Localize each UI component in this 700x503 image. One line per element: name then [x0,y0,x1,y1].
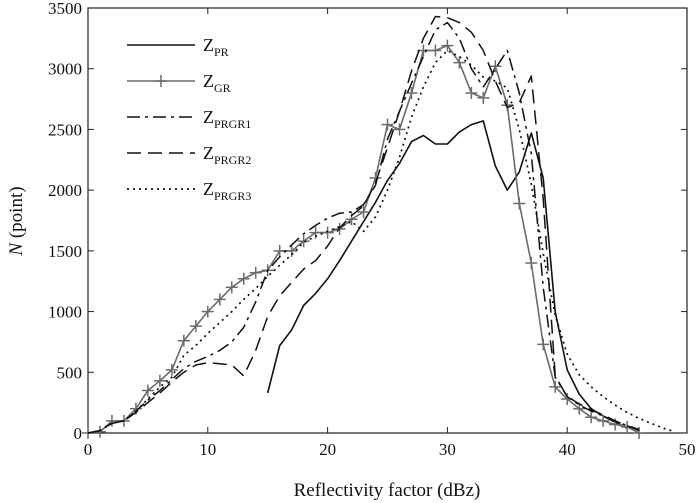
y-tick-label: 3000 [48,60,82,79]
x-tick-label: 30 [439,440,456,459]
data-point-zgr [381,118,394,131]
data-point-zgr [141,384,154,397]
legend-label-base: Z [203,71,214,91]
y-tick-label: 3500 [48,0,82,18]
data-point-zgr [297,235,310,248]
series-line-zprgr1 [87,21,640,434]
y-tick-label: 1500 [48,242,82,261]
data-point-zgr [177,334,190,347]
series-line-zpr [266,120,628,429]
data-point-zgr [357,206,370,218]
legend-label-base: Z [203,35,214,55]
series-layer [82,15,676,439]
legend-label-zprgr2: ZPRGR2 [203,143,251,167]
data-point-zgr [201,305,214,318]
legend-label-zprgr3: ZPRGR3 [203,179,251,203]
data-point-zgr [165,363,178,376]
data-point-zgr [441,39,454,52]
legend-label-zgr: ZGR [203,71,231,95]
data-point-zgr [273,244,286,257]
x-tick-label: 0 [84,440,93,459]
data-point-zgr [477,91,490,104]
y-tick-label: 0 [74,424,83,443]
legend-label-sub: GR [214,81,231,95]
data-point-zgr [549,380,562,393]
series-line-zgr [87,44,640,434]
x-tick-label: 40 [559,440,576,459]
legend-label-zpr: ZPR [203,35,229,59]
data-point-zgr [153,374,166,387]
data-point-zgr [237,272,250,285]
legend-label-base: Z [203,143,214,163]
legend-label-sub: PRGR2 [214,153,251,167]
x-tick-label: 20 [319,440,336,459]
y-tick-label: 2500 [48,120,82,139]
data-point-zgr [501,99,514,112]
data-point-zgr [405,87,418,99]
data-point-zgr [213,293,226,306]
data-point-zgr [225,281,238,294]
data-point-zgr [537,338,550,351]
data-point-zgr [453,56,466,69]
data-point-zgr [393,123,406,136]
data-point-zgr [249,266,262,279]
data-point-zgr [105,414,118,427]
y-axis-label: N (point) [6,186,27,256]
data-point-zgr [189,320,202,333]
legend-label-sub: PRGR1 [214,117,251,131]
y-tick-label: 1000 [48,303,82,322]
data-point-zgr [465,87,478,99]
plot-area-frame [87,7,688,434]
data-point-zgr [525,257,538,269]
data-point-zgr [429,44,442,57]
y-tick-label: 500 [57,363,83,382]
x-tick-label: 50 [679,440,696,459]
y-axis-label-variable: N [6,242,27,257]
x-axis-label: Reflectivity factor (dBz) [294,480,481,501]
legend-label-sub: PRGR3 [214,189,251,203]
data-point-zgr [597,414,610,427]
legend-label-zprgr1: ZPRGR1 [203,107,251,131]
legend-label-base: Z [203,107,214,127]
x-tick-label: 10 [199,440,216,459]
y-tick-label: 2000 [48,181,82,200]
series-line-zprgr2 [87,15,640,434]
data-point-zgr [585,411,598,424]
data-point-zgr [285,244,298,257]
legend-label-base: Z [203,179,214,199]
data-point-zgr [513,197,526,210]
data-point-zgr [321,226,334,239]
legend-label-sub: PR [214,45,229,59]
data-point-zgr [489,60,502,73]
y-axis-label-unit: (point) [6,186,27,242]
